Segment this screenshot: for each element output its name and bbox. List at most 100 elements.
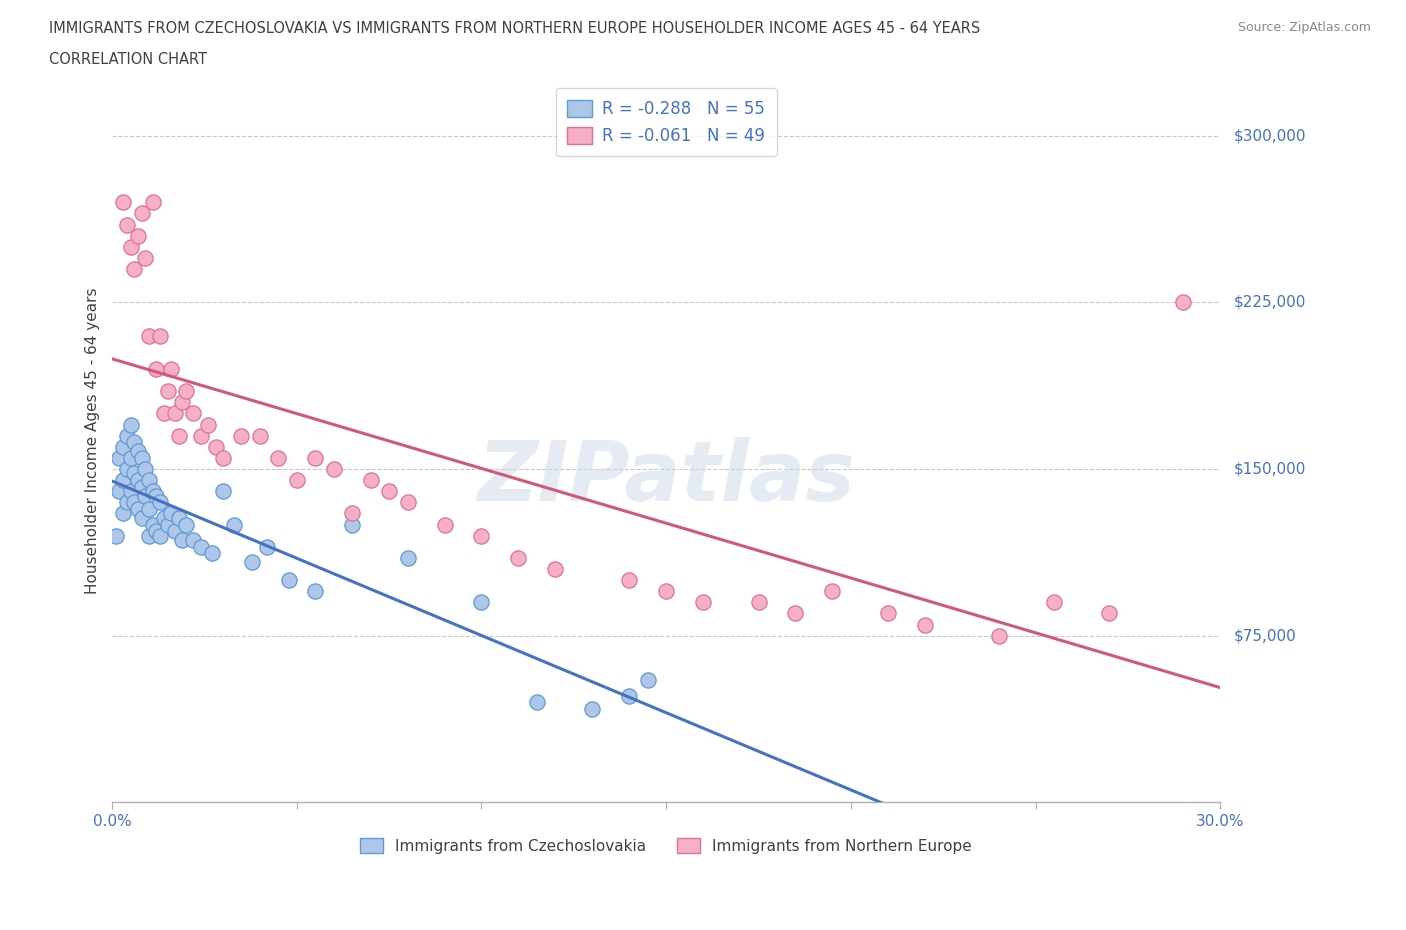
Point <box>183 533 205 548</box>
Legend: Immigrants from Czechoslovakia, Immigrants from Northern Europe: Immigrants from Czechoslovakia, Immigran… <box>354 831 979 859</box>
Point <box>433 517 456 532</box>
Point <box>112 472 135 487</box>
Point <box>120 484 142 498</box>
Point <box>470 595 492 610</box>
Point <box>167 511 190 525</box>
Point <box>127 472 149 487</box>
Point <box>342 517 364 532</box>
Point <box>267 450 290 465</box>
Text: IMMIGRANTS FROM CZECHOSLOVAKIA VS IMMIGRANTS FROM NORTHERN EUROPE HOUSEHOLDER IN: IMMIGRANTS FROM CZECHOSLOVAKIA VS IMMIGR… <box>49 21 980 36</box>
Point <box>183 406 205 421</box>
Point <box>134 250 156 265</box>
Point <box>115 217 138 232</box>
Point <box>120 239 142 254</box>
Point <box>172 533 194 548</box>
Point <box>322 461 344 476</box>
Point <box>637 672 659 687</box>
Point <box>142 484 165 498</box>
Point <box>747 595 769 610</box>
Point <box>142 195 165 210</box>
Text: ZIPatlas: ZIPatlas <box>477 437 855 518</box>
Text: $225,000: $225,000 <box>1234 295 1306 310</box>
Point <box>914 618 936 632</box>
Text: $150,000: $150,000 <box>1234 461 1306 476</box>
Point <box>160 362 183 377</box>
Point <box>149 328 172 343</box>
Point <box>120 418 142 432</box>
Point <box>231 428 253 443</box>
Point <box>153 406 176 421</box>
Point <box>249 428 271 443</box>
Point <box>138 472 160 487</box>
Point <box>112 439 135 454</box>
Y-axis label: Householder Income Ages 45 - 64 years: Householder Income Ages 45 - 64 years <box>86 288 100 594</box>
Point <box>204 439 226 454</box>
Point <box>201 546 224 561</box>
Point <box>131 206 153 221</box>
Point <box>122 495 145 510</box>
Point <box>256 539 278 554</box>
Point <box>131 479 153 494</box>
Point <box>156 384 179 399</box>
Point <box>212 450 235 465</box>
Point <box>131 511 153 525</box>
Point <box>785 606 807 621</box>
Point <box>360 472 382 487</box>
Point <box>108 450 131 465</box>
Point <box>396 551 419 565</box>
Point <box>142 517 165 532</box>
Point <box>145 524 167 538</box>
Point <box>242 555 264 570</box>
Point <box>378 484 401 498</box>
Point <box>396 495 419 510</box>
Point <box>134 461 156 476</box>
Point <box>508 551 530 565</box>
Point <box>127 228 149 243</box>
Point <box>115 461 138 476</box>
Point <box>172 395 194 410</box>
Point <box>304 450 326 465</box>
Point <box>163 406 186 421</box>
Point <box>167 428 190 443</box>
Text: CORRELATION CHART: CORRELATION CHART <box>49 52 207 67</box>
Point <box>876 606 898 621</box>
Point <box>619 573 641 588</box>
Point <box>692 595 714 610</box>
Point <box>122 261 145 276</box>
Point <box>131 450 153 465</box>
Point <box>120 450 142 465</box>
Point <box>1043 595 1066 610</box>
Point <box>134 488 156 503</box>
Point <box>138 528 160 543</box>
Point <box>138 328 160 343</box>
Text: $75,000: $75,000 <box>1234 628 1296 644</box>
Point <box>115 495 138 510</box>
Point <box>342 506 364 521</box>
Point <box>112 195 135 210</box>
Point <box>115 428 138 443</box>
Point <box>127 444 149 458</box>
Point <box>619 688 641 703</box>
Point <box>156 517 179 532</box>
Point <box>655 584 678 599</box>
Point <box>190 428 212 443</box>
Point <box>1173 295 1195 310</box>
Point <box>581 701 603 716</box>
Point <box>127 501 149 516</box>
Point <box>278 573 301 588</box>
Point <box>160 506 183 521</box>
Point <box>470 528 492 543</box>
Point <box>122 435 145 450</box>
Point <box>149 528 172 543</box>
Point <box>987 629 1010 644</box>
Point <box>108 484 131 498</box>
Point <box>104 528 127 543</box>
Point <box>222 517 245 532</box>
Point <box>112 506 135 521</box>
Point <box>1098 606 1121 621</box>
Text: Source: ZipAtlas.com: Source: ZipAtlas.com <box>1237 21 1371 34</box>
Point <box>821 584 844 599</box>
Point <box>153 511 176 525</box>
Point <box>190 539 212 554</box>
Point <box>544 562 567 577</box>
